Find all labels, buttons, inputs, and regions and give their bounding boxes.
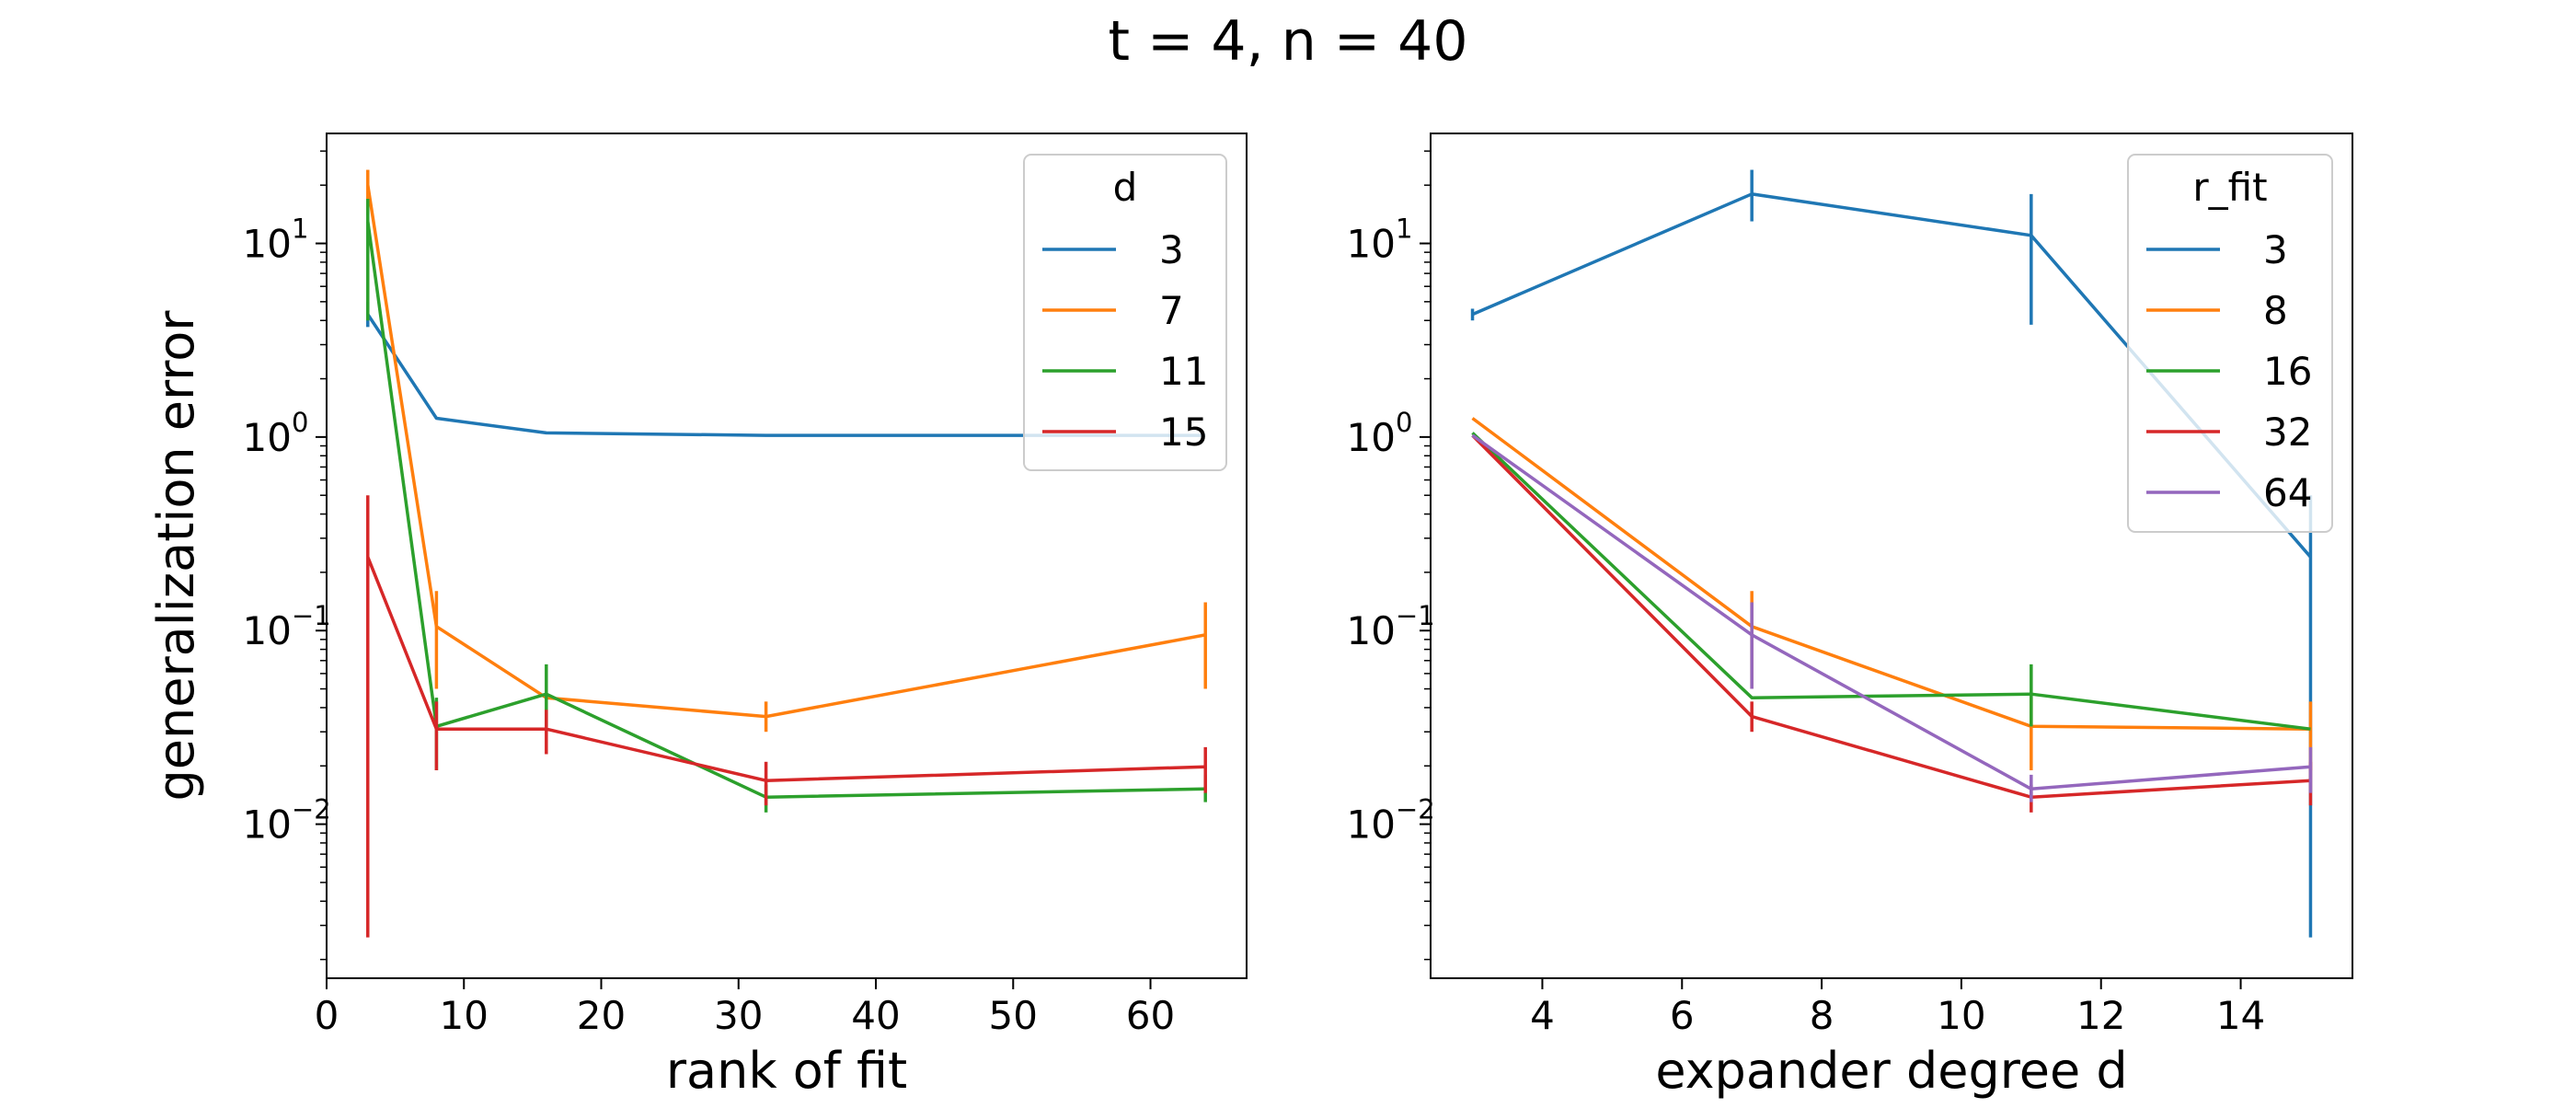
y-tick-exponent: −1	[292, 600, 331, 631]
y-tick-exponent: −1	[1396, 600, 1435, 631]
y-tick-label: 10	[243, 222, 292, 267]
x-tick-label: 4	[1530, 993, 1555, 1038]
y-tick-label: 10	[243, 608, 292, 653]
y-tick-label: 10	[1347, 802, 1396, 848]
y-tick-label: 10	[243, 415, 292, 460]
y-axis-label: generalization error	[147, 310, 205, 802]
y-tick-exponent: 1	[1396, 214, 1412, 245]
figure-title: t = 4, n = 40	[0, 9, 2576, 74]
legend-label-15: 15	[1159, 410, 1208, 455]
legend: r_fit 3 8 16 32 64	[2128, 155, 2332, 532]
y-tick-exponent: −2	[1396, 794, 1435, 825]
legend-label-7: 7	[1159, 288, 1184, 333]
x-tick-label: 60	[1126, 993, 1175, 1038]
y-tick-exponent: 0	[1396, 407, 1412, 438]
y-tick-label: 10	[243, 802, 292, 848]
legend: d3 7 11 15	[1024, 155, 1226, 470]
legend-label-64: 64	[2263, 470, 2312, 515]
x-tick-label: 6	[1670, 993, 1695, 1038]
x-tick-label: 10	[1937, 993, 1985, 1038]
x-axis-label: expander degree d	[1655, 1042, 2127, 1100]
legend-label-8: 8	[2263, 288, 2288, 333]
y-tick-exponent: −2	[292, 794, 331, 825]
legend-label-3: 3	[1159, 227, 1184, 272]
y-tick-label: 10	[1347, 415, 1396, 460]
x-tick-label: 10	[440, 993, 489, 1038]
x-axis-label: rank of fit	[666, 1042, 907, 1100]
legend-label-11: 11	[1159, 349, 1208, 394]
x-tick-label: 20	[577, 993, 626, 1038]
legend-label-3: 3	[2263, 227, 2288, 272]
legend-label-16: 16	[2263, 349, 2312, 394]
legend-label-32: 32	[2263, 410, 2312, 455]
x-tick-label: 0	[315, 993, 339, 1038]
x-tick-label: 8	[1810, 993, 1834, 1038]
series-line-15	[368, 557, 1205, 780]
y-tick-exponent: 0	[292, 407, 308, 438]
y-tick-exponent: 1	[292, 214, 308, 245]
legend-title: d	[1113, 165, 1138, 210]
x-tick-label: 50	[989, 993, 1038, 1038]
y-tick-label: 10	[1347, 608, 1396, 653]
y-tick-label: 10	[1347, 222, 1396, 267]
x-tick-label: 30	[714, 993, 763, 1038]
x-tick-label: 40	[851, 993, 900, 1038]
legend-title: r_fit	[2192, 165, 2267, 210]
x-tick-label: 12	[2076, 993, 2125, 1038]
x-tick-label: 14	[2216, 993, 2265, 1038]
